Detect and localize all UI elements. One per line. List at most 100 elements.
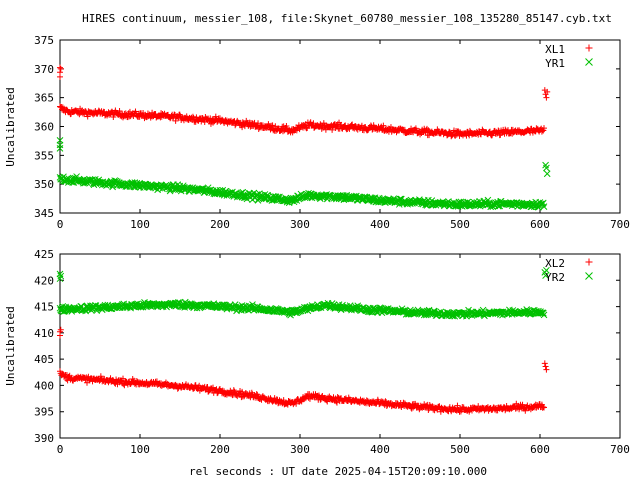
data-point: [423, 125, 430, 132]
data-point: [59, 104, 66, 111]
x-tick-label: 200: [210, 218, 230, 231]
data-point-outlier: [543, 164, 550, 172]
data-point: [253, 391, 260, 398]
x-tick-label: 300: [290, 443, 310, 456]
data-point: [541, 125, 547, 132]
data-point-outlier: [56, 270, 64, 278]
y-tick-label: 415: [34, 301, 54, 314]
data-point: [540, 311, 548, 319]
data-point: [507, 130, 514, 137]
y-tick-label: 345: [34, 207, 54, 220]
top-legend: XL1 YR1: [545, 43, 593, 70]
x-tick-label: 100: [130, 218, 150, 231]
y-tick-label: 350: [34, 178, 54, 191]
y-tick-label: 395: [34, 406, 54, 419]
legend-label-xl2: XL2: [545, 257, 565, 270]
data-point: [522, 407, 529, 414]
series-yr2: [56, 266, 550, 320]
x-tick-label: 700: [610, 218, 630, 231]
data-point-outlier: [57, 326, 64, 333]
y-tick-label: 365: [34, 92, 54, 105]
chart-title: HIRES continuum, messier_108, file:Skyne…: [82, 12, 612, 25]
x-axis-label: rel seconds : UT date 2025-04-15T20:09:1…: [189, 465, 487, 478]
y-tick-label: 425: [34, 248, 54, 261]
data-point: [219, 387, 226, 394]
legend-marker-yr2: [585, 272, 593, 280]
x-tick-label: 0: [57, 218, 64, 231]
data-point: [108, 108, 115, 115]
data-point: [278, 126, 285, 133]
data-point: [423, 402, 430, 409]
data-point: [419, 404, 426, 411]
data-point: [204, 383, 211, 390]
top-panel: Uncalibrated 0 100 200 300 400 500 600 700 345 35…: [4, 34, 630, 231]
data-point: [189, 113, 196, 120]
x-tick-label: 600: [530, 218, 550, 231]
x-tick-label: 600: [530, 443, 550, 456]
data-point: [239, 388, 246, 395]
data-point: [406, 402, 413, 409]
y-tick-label: 390: [34, 432, 54, 445]
data-point: [116, 108, 123, 115]
legend-marker-yr1: [585, 58, 593, 66]
legend-label-xl1: XL1: [545, 43, 565, 56]
data-point: [143, 183, 151, 191]
data-point: [283, 123, 290, 130]
data-point: [84, 113, 91, 120]
series-xl1: [57, 64, 551, 140]
series-yr1: [56, 136, 551, 211]
data-point: [124, 114, 131, 121]
x-tick-label: 0: [57, 443, 64, 456]
bottom-plot-frame: [59, 253, 621, 439]
data-point: [540, 203, 548, 210]
data-point: [454, 402, 461, 409]
data-point-outlier: [542, 363, 549, 370]
data-point: [121, 382, 128, 389]
x-tick-label: 700: [610, 443, 630, 456]
data-point-outlier: [541, 360, 548, 367]
data-point: [434, 406, 441, 413]
data-point-outlier: [57, 272, 65, 280]
data-point: [408, 405, 415, 412]
bottom-y-axis-label: Uncalibrated: [4, 306, 17, 385]
bottom-axis-ticks: 0 100 200 300 400 500 600 700 390 395 400 405 410 415…: [34, 248, 630, 456]
bottom-panel: Uncalibrated 0 100 200 300 400 500 600 700 390 39…: [4, 248, 630, 456]
x-tick-label: 300: [290, 218, 310, 231]
y-tick-label: 405: [34, 353, 54, 366]
data-point: [269, 122, 276, 129]
legend-label-yr2: YR2: [545, 271, 565, 284]
y-tick-label: 400: [34, 379, 54, 392]
y-tick-label: 370: [34, 63, 54, 76]
x-tick-label: 100: [130, 443, 150, 456]
x-tick-label: 500: [450, 218, 470, 231]
bottom-data-points: [56, 266, 550, 415]
y-tick-label: 420: [34, 274, 54, 287]
data-point-outlier: [57, 332, 63, 339]
data-point-outlier: [57, 65, 64, 72]
x-tick-label: 500: [450, 443, 470, 456]
bottom-legend: XL2 YR2: [545, 257, 593, 284]
data-point: [539, 309, 547, 317]
data-point: [332, 125, 339, 131]
x-tick-label: 400: [370, 218, 390, 231]
data-point: [279, 128, 286, 135]
x-tick-label: 200: [210, 443, 230, 456]
data-point: [519, 202, 526, 210]
data-point: [254, 391, 261, 398]
data-point: [541, 404, 547, 411]
data-point: [172, 117, 179, 124]
data-point-outlier: [543, 266, 550, 274]
data-point-outlier: [544, 88, 551, 95]
y-tick-label: 410: [34, 327, 54, 340]
data-point: [97, 373, 104, 380]
data-point-outlier: [543, 366, 550, 373]
y-tick-label: 360: [34, 121, 54, 134]
y-tick-label: 375: [34, 34, 54, 47]
data-point: [210, 117, 217, 124]
data-point: [280, 397, 287, 404]
data-point-outlier: [543, 94, 550, 101]
data-point: [318, 125, 325, 132]
top-y-axis-label: Uncalibrated: [4, 87, 17, 166]
data-point: [540, 404, 547, 411]
